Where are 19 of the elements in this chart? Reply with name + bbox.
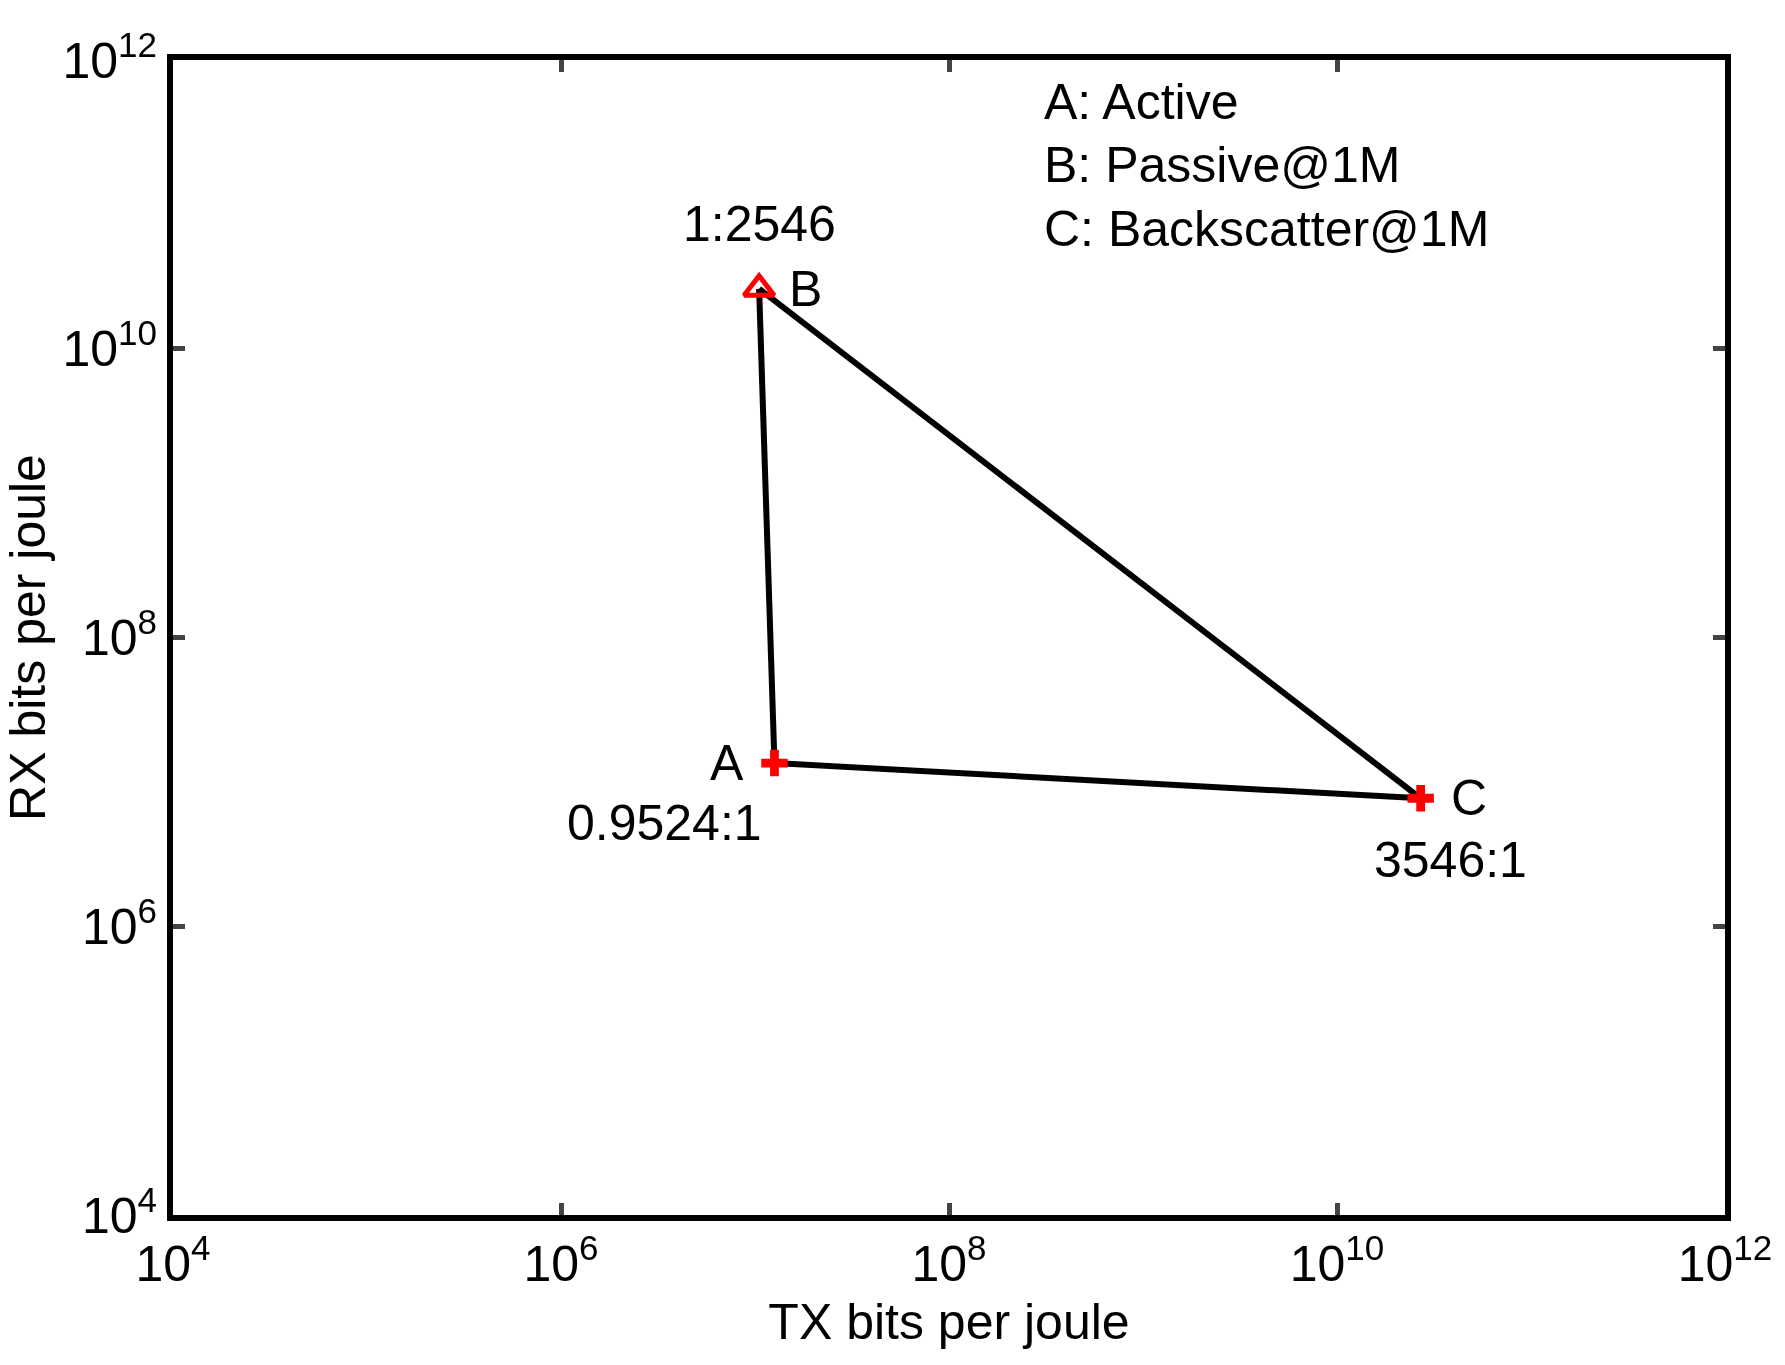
x-tick-label: 10$^{12}$ bbox=[1677, 1228, 1773, 1292]
annotation: 3546:1 bbox=[1374, 832, 1527, 888]
y-tick-label: 10$^{6}$ bbox=[81, 890, 157, 955]
x-tick-label: 10$^{6}$ bbox=[523, 1228, 599, 1292]
annotation: 1:2546 bbox=[683, 196, 836, 252]
y-axis-title: RX bits per joule bbox=[0, 454, 56, 821]
x-tick-label: 10$^{10}$ bbox=[1289, 1228, 1385, 1292]
annotation: C: Backscatter@1M bbox=[1044, 201, 1490, 257]
y-tick-label: 10$^{12}$ bbox=[62, 24, 157, 89]
annotation: B: Passive@1M bbox=[1044, 137, 1401, 193]
annotation: A: Active bbox=[1044, 74, 1239, 130]
x-tick-label: 10$^{8}$ bbox=[911, 1228, 987, 1292]
annotation: 0.9524:1 bbox=[567, 795, 762, 851]
x-axis-title: TX bits per joule bbox=[768, 1294, 1130, 1350]
y-tick-label: 10$^{8}$ bbox=[81, 602, 157, 666]
annotation: B bbox=[789, 261, 823, 317]
y-tick-label: 10$^{10}$ bbox=[62, 313, 157, 378]
annotation: A bbox=[710, 735, 744, 791]
annotation: C bbox=[1451, 770, 1488, 826]
